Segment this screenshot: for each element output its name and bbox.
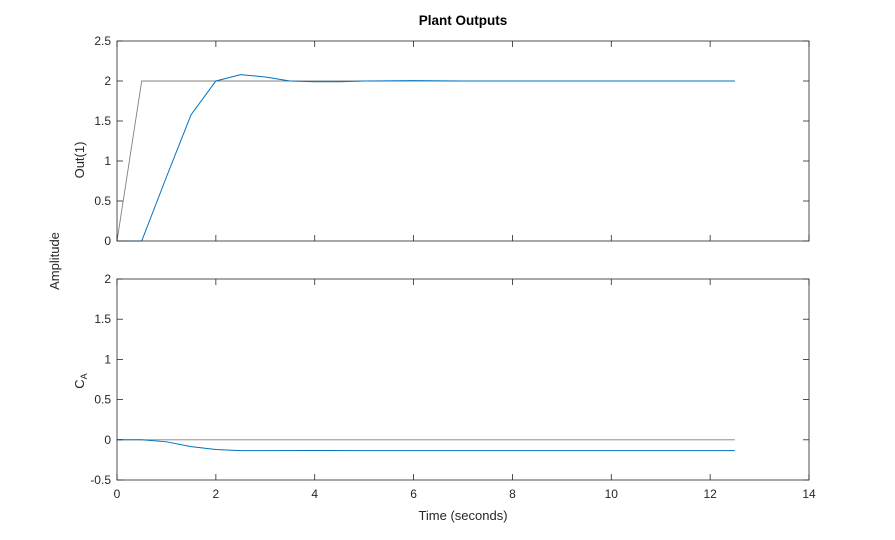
- x-tick-label: 12: [703, 487, 717, 501]
- shared-y-label: Amplitude: [47, 232, 62, 290]
- bottom-y-tick-label: 1.5: [94, 312, 111, 326]
- x-axis-label: Time (seconds): [418, 508, 507, 523]
- bottom-output-line: [117, 439, 735, 452]
- bottom-y-label-main: C: [72, 379, 87, 388]
- top-subplot: 0 0.5 1 1.5 2 2.5: [94, 34, 810, 248]
- top-plot-area: [117, 41, 809, 241]
- top-output-line: [117, 74, 735, 242]
- top-y-tick-label: 2: [104, 74, 111, 88]
- top-y-tick-label: 0.5: [94, 194, 111, 208]
- top-y-tick-label: 1.5: [94, 114, 111, 128]
- bottom-subplot: -0.500.511.520 2 4 6 8 10 12 14: [90, 272, 816, 501]
- bottom-y-tick-label: 0: [104, 433, 111, 447]
- x-tick-label: 14: [802, 487, 816, 501]
- x-tick-label: 6: [410, 487, 417, 501]
- x-tick-label: 2: [213, 487, 220, 501]
- bottom-y-tick-label: -0.5: [90, 473, 111, 487]
- top-subplot-y-label: Out(1): [72, 142, 87, 179]
- x-tick-label: 0: [114, 487, 121, 501]
- top-axes-frame: [116, 40, 810, 242]
- bottom-subplot-y-label: CA: [72, 373, 89, 388]
- bottom-axes-frame: [116, 278, 810, 481]
- top-y-tick-label: 2.5: [94, 34, 111, 48]
- chart-title: Plant Outputs: [419, 13, 508, 28]
- bottom-y-tick-label: 2: [104, 272, 111, 286]
- x-tick-label: 10: [605, 487, 619, 501]
- x-tick-label: 4: [311, 487, 318, 501]
- top-y-tick-label: 0: [104, 234, 111, 248]
- bottom-plot-area: [117, 279, 809, 480]
- bottom-y-label-subscript: A: [79, 373, 89, 379]
- top-y-tick-label: 1: [104, 154, 111, 168]
- bottom-y-tick-label: 0.5: [94, 393, 111, 407]
- x-tick-label: 8: [509, 487, 516, 501]
- bottom-y-tick-label: 1: [104, 352, 111, 366]
